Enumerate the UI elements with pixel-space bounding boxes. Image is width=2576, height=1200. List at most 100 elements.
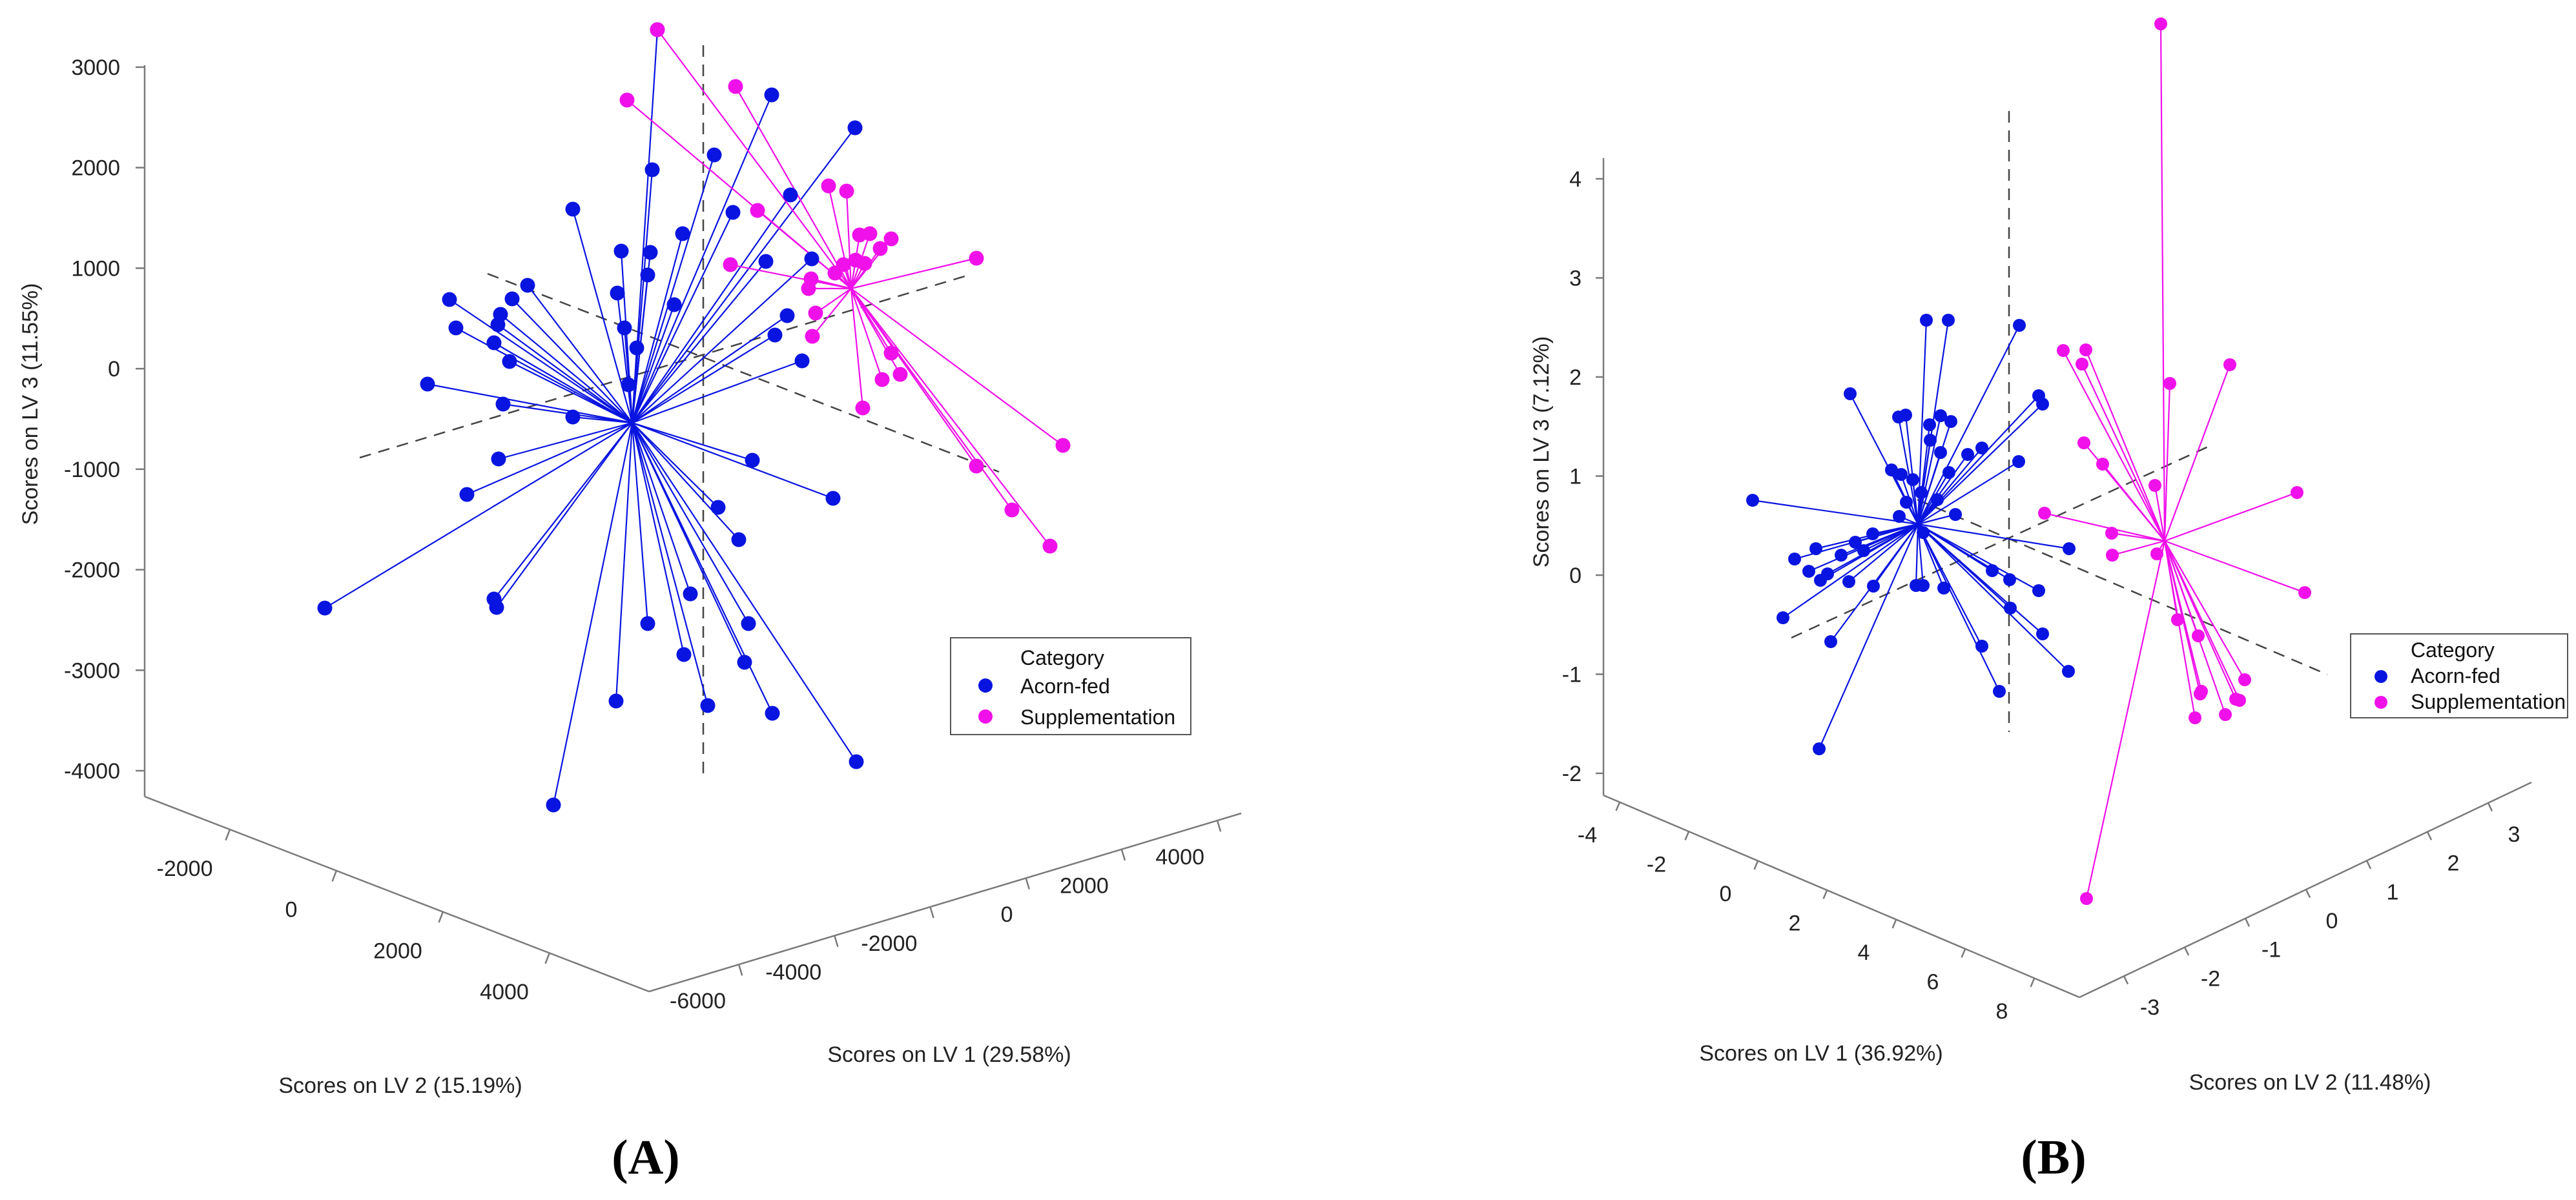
panel-a-point-acorn: [629, 340, 644, 356]
panel-a-y-tick-mark: [438, 911, 444, 923]
panel-a-legend-entry-acorn: Acorn-fed: [1020, 675, 1110, 698]
panel-a-point-acorn: [420, 376, 435, 392]
panel-a-z-tick-label: -3000: [64, 658, 120, 683]
panel-a-point-acorn: [504, 291, 520, 307]
panel-a-stem-supplementation: [827, 185, 852, 289]
panel-b-point-acorn: [1857, 544, 1870, 557]
panel-b-point-acorn: [1934, 409, 1947, 422]
panel-a-reference-lines: [359, 45, 1000, 777]
panel-a-z-tick-label: 2000: [71, 156, 120, 181]
panel-b-point-acorn: [1802, 565, 1815, 578]
panel-b-stem-supplementation: [2112, 540, 2165, 556]
panel-a-point-supplementation: [969, 458, 984, 474]
panel-a-stem-acorn: [493, 422, 633, 600]
panel-b-point-supplementation: [2076, 358, 2088, 371]
panel-b-stem-acorn: [1782, 524, 1919, 618]
panel-a-point-acorn: [640, 267, 655, 283]
panel-a-point-acorn: [546, 797, 561, 813]
panel-b-point-acorn: [2004, 602, 2017, 615]
panel-a-stem-acorn: [631, 304, 675, 423]
panel-b-y-tick-mark: [2123, 975, 2129, 985]
panel-b-x-tick-label: -4: [1578, 823, 1597, 848]
panel-a-point-acorn: [764, 87, 779, 103]
panel-b-y-tick-mark: [2426, 831, 2433, 840]
panel-a-point-supplementation: [808, 305, 823, 321]
panel-a-zlabel: Scores on LV 3 (11.55%): [18, 283, 43, 525]
panel-a-stem-acorn: [455, 327, 633, 423]
panel-a-point-supplementation: [874, 372, 890, 387]
panel-b-point-supplementation: [2106, 549, 2119, 562]
panel-a-point-acorn: [640, 616, 655, 631]
panel-a-legend-marker-supplementation: [978, 709, 993, 724]
panel-a-point-supplementation: [883, 345, 899, 361]
panel-a-point-acorn: [849, 754, 864, 769]
panel-a-stem-acorn: [527, 285, 633, 423]
panel-a-point-acorn: [767, 327, 783, 343]
panel-a-y-ticks: -2000 0 2000 4000: [157, 829, 551, 1004]
panel-a-x-tick-label: -6000: [670, 989, 726, 1013]
panel-a-point-acorn: [741, 616, 756, 631]
panel-b-stem-supplementation: [2163, 364, 2231, 542]
panel-b-y-tick-label: -3: [2140, 995, 2159, 1020]
panel-a-x-tick-mark: [929, 906, 934, 919]
panel-a-stem-acorn: [493, 342, 633, 423]
panel-b-stem-supplementation: [2085, 540, 2166, 899]
panel-a-point-supplementation: [892, 367, 908, 382]
panel-a-x-axis: [648, 812, 1242, 993]
panel-b-z-tick-label: 1: [1569, 465, 1582, 489]
panel-a-z-tick-label: 3000: [71, 56, 120, 80]
panel-a-z-tick-label: -2000: [64, 558, 120, 583]
panel-b-point-acorn: [1813, 742, 1826, 755]
panel-b-z-tick-label: 3: [1569, 267, 1582, 291]
panel-a-point-acorn: [459, 487, 475, 502]
panel-a-point-supplementation: [839, 183, 854, 199]
panel-a-point-supplementation: [1042, 538, 1058, 554]
panel-b-y-tick-mark: [2183, 946, 2190, 956]
panel-b-point-acorn: [1895, 468, 1908, 481]
panel-b-point-acorn: [1934, 446, 1947, 459]
panel-a-point-supplementation: [750, 203, 765, 218]
panel-b-point-acorn: [1949, 508, 1962, 521]
panel-b-point-supplementation: [2096, 458, 2109, 471]
panel-b-point-acorn: [1917, 526, 1930, 539]
panel-b-legend-entry-acorn: Acorn-fed: [2411, 664, 2500, 687]
panel-a-point-acorn: [683, 586, 698, 602]
panel-b-point-supplementation: [2105, 527, 2118, 540]
panel-b-z-tick-label: 2: [1569, 365, 1582, 390]
panel-b-point-acorn: [1866, 527, 1879, 540]
panel-a-stem-acorn: [632, 194, 791, 423]
panel-a-z-tick-label: -4000: [64, 759, 120, 784]
panel-a-stem-acorn: [632, 422, 857, 762]
panel-a-stem-acorn: [496, 422, 633, 608]
panel-b-stem-supplementation: [2164, 540, 2240, 701]
panel-a-point-acorn: [565, 409, 581, 425]
panel-b-stem-acorn: [1917, 524, 2000, 692]
panel-b-plot: 4 3 2 1 0 -1 -2 -4 -2 0 2 4 6 8 -3 -2 -1 0 1 2 3 Scores on…: [1529, 17, 2568, 1185]
panel-a-z-tick-label: 0: [108, 357, 120, 381]
panel-a-stem-acorn: [631, 94, 773, 423]
panel-b-point-acorn: [2032, 389, 2045, 402]
panel-b-point-acorn: [1824, 635, 1837, 648]
panel-a-point-acorn: [613, 243, 629, 259]
panel-b-point-acorn: [2063, 542, 2076, 555]
panel-b-point-acorn: [1937, 582, 1950, 595]
panel-a-point-acorn: [765, 706, 780, 721]
panel-b-stem-acorn: [1917, 415, 1942, 525]
panel-a-point-supplementation: [1004, 502, 1020, 518]
panel-a-point-acorn: [486, 335, 502, 351]
panel-a-stem-acorn: [615, 422, 634, 702]
panel-a-point-supplementation: [821, 178, 836, 194]
panel-b-y-tick-mark: [2305, 889, 2311, 899]
panel-a-point-acorn: [847, 120, 863, 136]
panel-a-stem-acorn: [427, 383, 633, 424]
panel-b-point-acorn: [1942, 466, 1955, 479]
panel-a-point-supplementation: [862, 226, 878, 241]
panel-a-point-acorn: [676, 647, 692, 662]
panel-b-point-acorn: [1809, 542, 1822, 555]
panel-b-legend-marker-acorn: [2375, 670, 2387, 683]
panel-a-x-tick-label: -4000: [765, 960, 821, 984]
panel-a-z-ticks: 3000 2000 1000 0 -1000 -2000 -3000 -4000: [64, 56, 145, 784]
panel-b-point-acorn: [1867, 580, 1880, 593]
panel-a-x-ticks: -6000 -4000 -2000 0 2000 4000: [670, 820, 1222, 1013]
panel-b-zlabel: Scores on LV 3 (7.12%): [1529, 336, 1554, 567]
